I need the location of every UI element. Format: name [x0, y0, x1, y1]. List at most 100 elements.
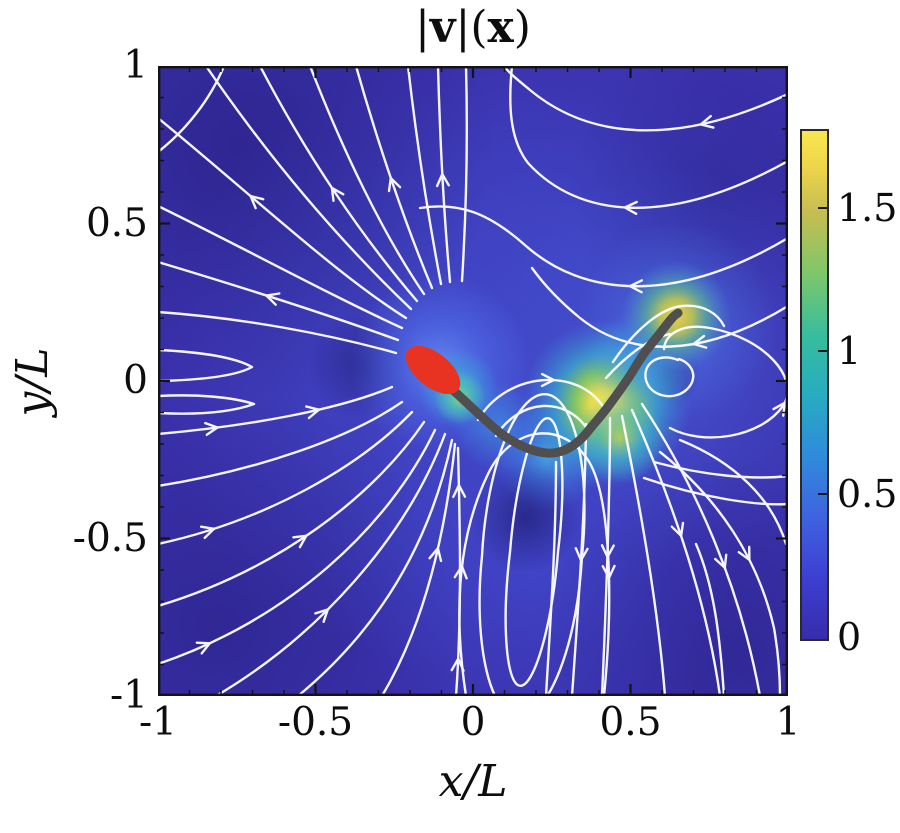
streamline: [620, 414, 667, 696]
streamline-arrow: [195, 641, 211, 655]
flagellum: [438, 308, 683, 458]
streamline-arrow: [387, 176, 402, 193]
x-axis-label: x/L: [438, 756, 508, 807]
title-part: |(: [455, 2, 488, 53]
streamline-arrow: [699, 114, 715, 129]
streamline-arrow: [453, 565, 468, 580]
streamline: [158, 348, 254, 383]
streamline: [214, 432, 447, 696]
colorbar-tick-label: 0.5: [837, 472, 898, 516]
y-tick-label: 1: [123, 43, 148, 88]
streamline: [678, 438, 788, 546]
streamline-arrow: [199, 525, 216, 540]
streamline: [530, 266, 788, 348]
colorbar-tick-label: 1: [837, 329, 862, 373]
title-part: |: [415, 2, 430, 53]
streamline-arrow: [623, 200, 638, 215]
streamline-arrow: [435, 172, 450, 188]
streamline-arrow: [670, 521, 685, 537]
streamline-arrow: [428, 547, 443, 563]
x-tick-label: 0.5: [599, 700, 662, 745]
colorbar-tick: [818, 350, 827, 352]
streamline-arrow: [574, 547, 589, 562]
streamline: [158, 204, 404, 330]
streamline: [296, 438, 454, 696]
streamline: [158, 400, 404, 488]
velocity-field-canvas: [158, 66, 788, 696]
streamline: [158, 410, 414, 546]
streamline: [158, 116, 408, 320]
streamline-arrow: [692, 334, 708, 349]
colorbar-tick-label: 1.5: [837, 186, 898, 230]
cell-body: [405, 345, 461, 395]
streamline: [652, 460, 788, 479]
streamline-arrow: [540, 372, 555, 388]
streamline-arrow: [292, 534, 308, 549]
y-tick-label: -1: [110, 673, 148, 718]
streamline: [644, 356, 695, 398]
streamline: [354, 66, 434, 290]
streamline-arrow: [204, 421, 219, 436]
streamline: [642, 476, 788, 506]
streamline: [509, 66, 788, 209]
title-part: x: [487, 2, 514, 53]
streamline: [158, 385, 394, 436]
streamline-arrow: [330, 186, 345, 202]
title-part: v: [429, 2, 456, 53]
streamline: [380, 442, 457, 696]
streamline: [406, 66, 443, 286]
y-tick-label: 0.5: [85, 200, 148, 246]
streamline: [570, 422, 588, 696]
x-tick-label: -1: [139, 700, 177, 745]
streamline: [611, 304, 726, 364]
streamline: [604, 332, 672, 380]
streamline-arrow: [249, 194, 265, 210]
streamline: [158, 66, 226, 154]
streamline-arrow: [600, 544, 615, 559]
streamline: [476, 378, 606, 422]
streamline: [640, 402, 762, 696]
y-tick-label: -0.5: [72, 515, 148, 561]
streamline-arrow: [601, 564, 616, 579]
streamline-arrow: [452, 484, 467, 499]
x-tick-label: 1: [775, 700, 801, 745]
streamline: [158, 310, 398, 355]
swimmer-layer: [405, 308, 683, 458]
streamline: [662, 325, 788, 439]
plot-area: [158, 66, 788, 696]
streamline: [494, 404, 590, 438]
streamline: [694, 542, 726, 696]
streamline: [308, 66, 426, 296]
colorbar-tick: [818, 207, 827, 209]
streamline: [204, 66, 413, 311]
streamline: [658, 450, 782, 696]
title-part: ): [513, 2, 531, 53]
streamline-arrow: [772, 401, 786, 417]
streamline-arrow: [305, 405, 321, 420]
streamline: [418, 205, 788, 288]
streamline: [544, 460, 558, 696]
streamline-arrow: [314, 608, 329, 623]
y-tick-label: 0: [123, 358, 148, 403]
colorbar: [800, 129, 829, 641]
streamline: [158, 260, 400, 342]
streamline-arrow: [737, 545, 751, 561]
streamline: [258, 66, 419, 303]
streamline: [158, 394, 256, 415]
streamline: [504, 417, 564, 687]
x-tick-label: 0: [460, 700, 486, 745]
colorbar-tick-label: 0: [837, 615, 862, 659]
streamline-arrow: [265, 292, 281, 306]
plot-title: |v|(x): [158, 2, 788, 54]
streamline: [502, 66, 788, 132]
streamline: [460, 66, 468, 283]
streamline-arrow: [714, 553, 728, 569]
streamline: [158, 420, 426, 608]
streamline: [630, 408, 722, 696]
streamline: [436, 66, 452, 284]
x-tick-label: -0.5: [277, 700, 354, 745]
colorbar-tick: [818, 493, 827, 495]
streamline-arrow: [628, 279, 643, 294]
axes-box-border: [158, 66, 788, 696]
